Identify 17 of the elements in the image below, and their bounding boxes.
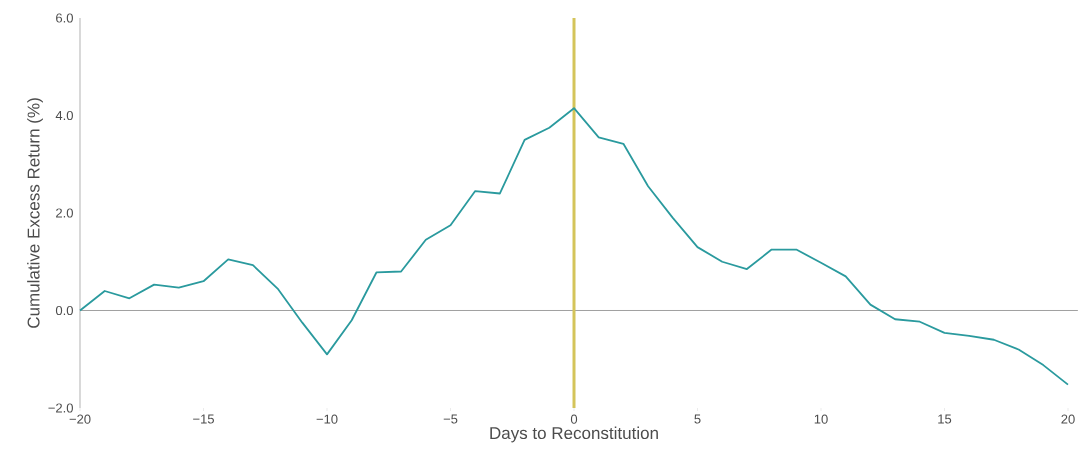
y-tick-label: 2.0 xyxy=(56,208,73,218)
y-tick-label: 4.0 xyxy=(55,110,73,121)
x-tick-label: 15 xyxy=(938,414,952,424)
x-tick-label: 20 xyxy=(1061,414,1075,424)
x-tick-label: 0 xyxy=(570,414,578,424)
x-tick-label: −15 xyxy=(193,414,214,424)
y-axis-title: Cumulative Excess Return (%) xyxy=(27,98,43,328)
x-tick-label: −5 xyxy=(443,414,458,424)
x-axis-title: Days to Reconstitution xyxy=(490,426,658,443)
x-tick-label: 5 xyxy=(694,414,701,424)
line-series xyxy=(79,107,1069,386)
y-tick-label: 6.0 xyxy=(56,13,73,23)
y-tick-label: −2.0 xyxy=(48,403,73,413)
x-tick-label: −20 xyxy=(69,414,91,424)
x-tick-label: 10 xyxy=(814,414,828,424)
y-tick-label: 0.0 xyxy=(55,305,73,316)
x-tick-label: −10 xyxy=(316,414,338,424)
